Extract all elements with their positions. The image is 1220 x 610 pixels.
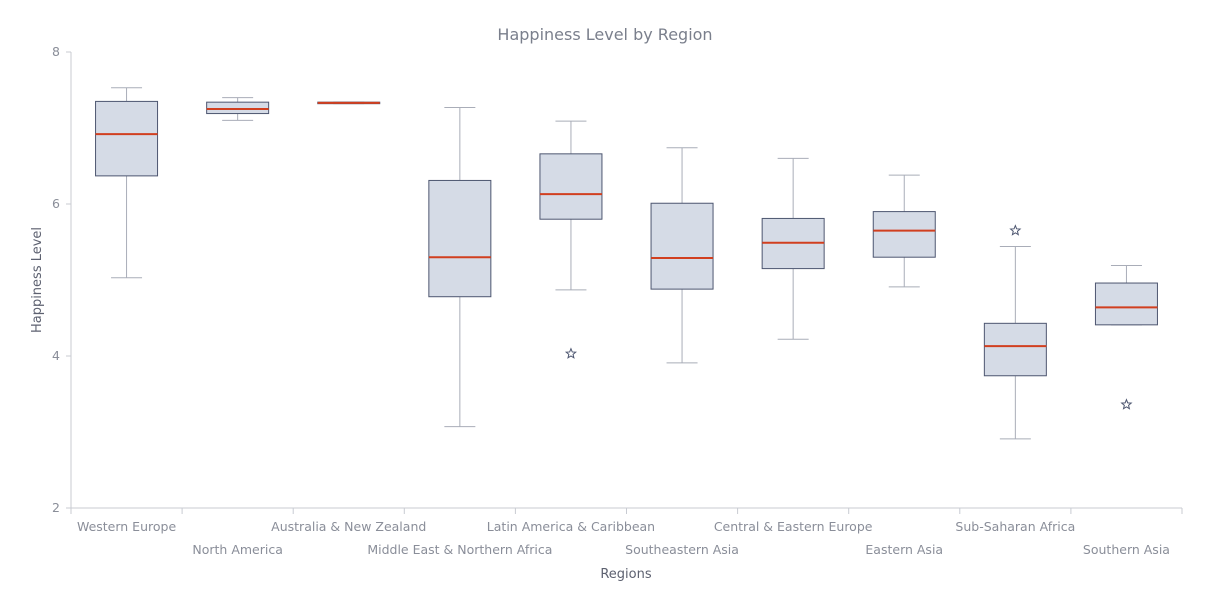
box-body (650, 202, 714, 290)
y-tick-label: 4 (52, 348, 60, 363)
x-category-label: Middle East & Northern Africa (367, 542, 552, 557)
x-category-label: North America (192, 542, 283, 557)
box-group (983, 224, 1047, 440)
outlier-star (564, 347, 577, 359)
x-category-label: Australia & New Zealand (271, 519, 426, 534)
box-group (95, 87, 159, 279)
box-body (1094, 282, 1158, 326)
outlier-star (1009, 224, 1022, 236)
y-axis-ticks: 2 4 6 8 (52, 44, 71, 515)
box-group (1094, 265, 1158, 410)
x-category-label: Southern Asia (1083, 542, 1170, 557)
x-axis-ticks: Western Europe North America Australia & N… (70, 508, 1183, 557)
x-category-label: Sub-Saharan Africa (955, 519, 1075, 534)
box-body (206, 101, 270, 115)
box-group (428, 106, 492, 428)
box-body (95, 100, 159, 177)
box-group (317, 101, 381, 105)
x-category-label: Central & Eastern Europe (714, 519, 873, 534)
box-group (761, 157, 825, 340)
box-group (650, 147, 714, 364)
box-group (206, 97, 270, 121)
box-group (872, 174, 936, 288)
box-group (539, 120, 603, 359)
x-category-label: Southeastern Asia (625, 542, 739, 557)
y-tick-label: 8 (52, 44, 60, 59)
y-tick-label: 6 (52, 196, 60, 211)
box-series (95, 87, 1158, 440)
box-body (983, 322, 1047, 377)
chart-title: Happiness Level by Region (497, 25, 712, 44)
box-body (872, 211, 936, 258)
box-body (539, 153, 603, 220)
box-body (428, 179, 492, 298)
x-axis-title: Regions (600, 567, 652, 582)
y-axis-title: Happiness Level (30, 227, 45, 333)
outlier-star (1120, 398, 1133, 410)
x-category-label: Western Europe (77, 519, 177, 534)
x-category-label: Latin America & Caribbean (487, 519, 655, 534)
x-category-label: Eastern Asia (865, 542, 943, 557)
y-tick-label: 2 (52, 500, 60, 515)
